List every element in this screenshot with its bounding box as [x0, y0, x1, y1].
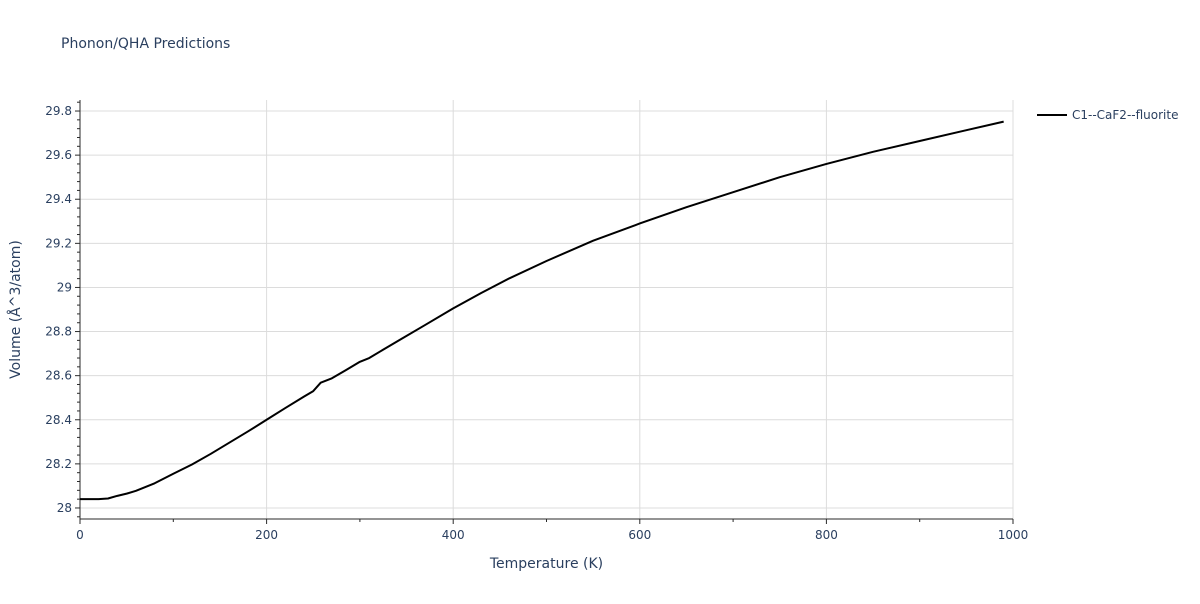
- y-tick-label: 28.8: [45, 325, 72, 339]
- y-tick-label: 29: [57, 280, 72, 294]
- y-tick-label: 28: [57, 501, 72, 515]
- y-axis-title: Volume (Å^3/atom): [7, 240, 24, 379]
- series-line: [80, 120, 1004, 501]
- x-tick-label: 1000: [998, 528, 1029, 542]
- y-tick-label: 28.4: [45, 413, 72, 427]
- x-tick-label: 800: [815, 528, 838, 542]
- y-tick-label: 29.2: [45, 236, 72, 250]
- x-tick-label: 200: [255, 528, 278, 542]
- y-tick-label: 29.8: [45, 104, 72, 118]
- x-tick-label: 400: [442, 528, 465, 542]
- chart-title: Phonon/QHA Predictions: [61, 36, 231, 52]
- y-tick-label: 29.4: [45, 192, 72, 206]
- x-tick-label: 0: [76, 528, 84, 542]
- legend-label: C1--CaF2--fluorite: [1072, 108, 1178, 122]
- y-tick-label: 28.2: [45, 457, 72, 471]
- x-tick-label: 600: [628, 528, 651, 542]
- x-axis-title: Temperature (K): [489, 556, 603, 572]
- y-tick-label: 29.6: [45, 148, 72, 162]
- y-tick-label: 28.6: [45, 369, 72, 383]
